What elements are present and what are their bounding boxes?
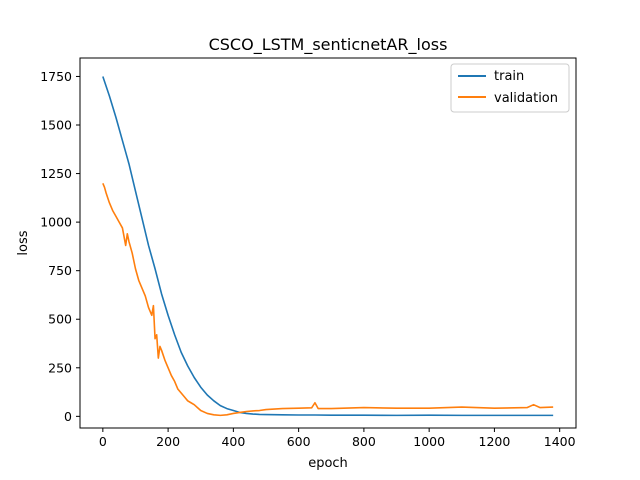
- x-axis-label: epoch: [308, 456, 348, 471]
- x-axis-ticks: 0 200 400 600 800 1000 1200 1400: [99, 428, 576, 449]
- x-tick-label: 0: [99, 434, 107, 449]
- chart-title: CSCO_LSTM_senticnetAR_loss: [209, 35, 448, 55]
- y-tick-label: 250: [48, 360, 72, 375]
- x-tick-label: 400: [221, 434, 245, 449]
- legend-label-train: train: [494, 69, 524, 84]
- series-line-validation: [102, 182, 554, 417]
- y-tick-label: 500: [48, 312, 72, 327]
- x-tick-label: 200: [156, 434, 180, 449]
- y-tick-label: 1250: [40, 166, 72, 181]
- x-tick-label: 1200: [479, 434, 511, 449]
- y-axis-ticks: 0 250 500 750 1000 1250 1500 1750: [40, 69, 80, 424]
- plot-frame: [79, 57, 577, 429]
- series-layer: [102, 76, 554, 417]
- y-axis-label: loss: [16, 230, 31, 255]
- legend-label-validation: validation: [494, 91, 558, 106]
- x-tick-label: 1400: [544, 434, 576, 449]
- y-tick-label: 0: [64, 409, 72, 424]
- y-tick-label: 750: [48, 263, 72, 278]
- legend: train validation: [450, 63, 570, 113]
- x-tick-label: 600: [287, 434, 311, 449]
- y-tick-label: 1750: [40, 69, 72, 84]
- x-tick-label: 1000: [413, 434, 445, 449]
- y-tick-label: 1000: [40, 215, 72, 230]
- y-tick-label: 1500: [40, 118, 72, 133]
- x-tick-label: 800: [352, 434, 376, 449]
- series-line-train: [102, 76, 554, 417]
